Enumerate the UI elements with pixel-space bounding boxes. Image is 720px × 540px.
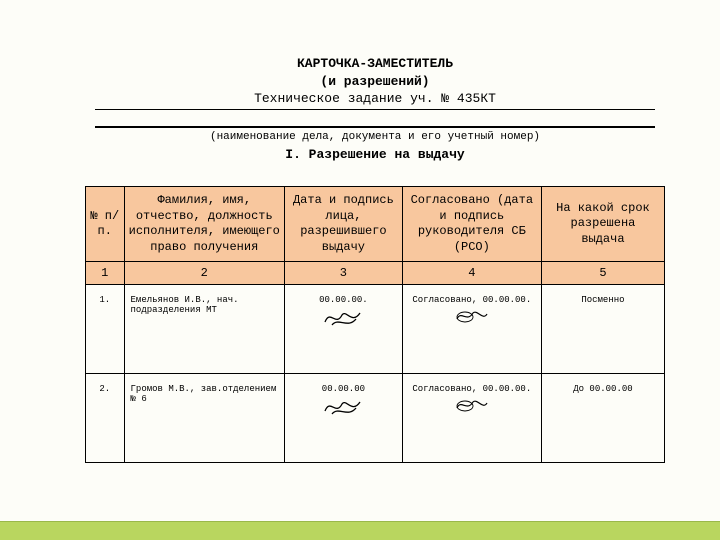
blank-underline (95, 112, 655, 128)
col-fio-header: Фамилия, имя, отчество, должность исполн… (124, 187, 285, 262)
colnum-2: 2 (124, 262, 285, 285)
document-reference-line: Техническое задание уч. № 435КТ (95, 90, 655, 110)
cell-date-sign: 00.00.00. (285, 285, 403, 374)
section-title: I. Разрешение на выдачу (85, 146, 665, 164)
cell-date-text: 00.00.00. (319, 295, 368, 305)
reference-hint: (наименование дела, документа и его учет… (85, 130, 665, 145)
table-row: 2. Громов М.В., зав.отделением № 6 00.00… (86, 374, 665, 463)
col-number-header: № п/п. (86, 187, 125, 262)
cell-term: До 00.00.00 (541, 374, 664, 463)
table-head: № п/п. Фамилия, имя, отчество, должность… (86, 187, 665, 285)
col-date-header: Дата и подпись лица, разрешившего выдачу (285, 187, 403, 262)
signature-icon (322, 307, 364, 329)
column-number-row: 1 2 3 4 5 (86, 262, 665, 285)
cell-date-sign: 00.00.00 (285, 374, 403, 463)
cell-number: 1. (86, 285, 125, 374)
colnum-3: 3 (285, 262, 403, 285)
permission-table: № п/п. Фамилия, имя, отчество, должность… (85, 186, 665, 463)
cell-term: Посменно (541, 285, 664, 374)
cell-number: 2. (86, 374, 125, 463)
cell-agree-text: Согласовано, 00.00.00. (412, 384, 531, 394)
cell-date-text: 00.00.00 (322, 384, 365, 394)
signature-icon (455, 307, 489, 325)
document-page: КАРТОЧКА-ЗАМЕСТИТЕЛЬ (и разрешений) Техн… (0, 0, 720, 463)
colnum-1: 1 (86, 262, 125, 285)
signature-icon (322, 396, 364, 418)
card-subtitle: (и разрешений) (85, 73, 665, 91)
cell-agree: Согласовано, 00.00.00. (402, 374, 541, 463)
col-term-header: На какой срок разрешена выдача (541, 187, 664, 262)
cell-fio: Емельянов И.В., нач. подразделения МТ (124, 285, 285, 374)
card-title: КАРТОЧКА-ЗАМЕСТИТЕЛЬ (85, 55, 665, 73)
footer-bar (0, 521, 720, 540)
colnum-4: 4 (402, 262, 541, 285)
cell-agree: Согласовано, 00.00.00. (402, 285, 541, 374)
cell-agree-text: Согласовано, 00.00.00. (412, 295, 531, 305)
table-row: 1. Емельянов И.В., нач. подразделения МТ… (86, 285, 665, 374)
col-agree-header: Согласовано (дата и подпись руководителя… (402, 187, 541, 262)
cell-fio: Громов М.В., зав.отделением № 6 (124, 374, 285, 463)
colnum-5: 5 (541, 262, 664, 285)
title-block: КАРТОЧКА-ЗАМЕСТИТЕЛЬ (и разрешений) Техн… (85, 55, 665, 164)
signature-icon (455, 396, 489, 414)
